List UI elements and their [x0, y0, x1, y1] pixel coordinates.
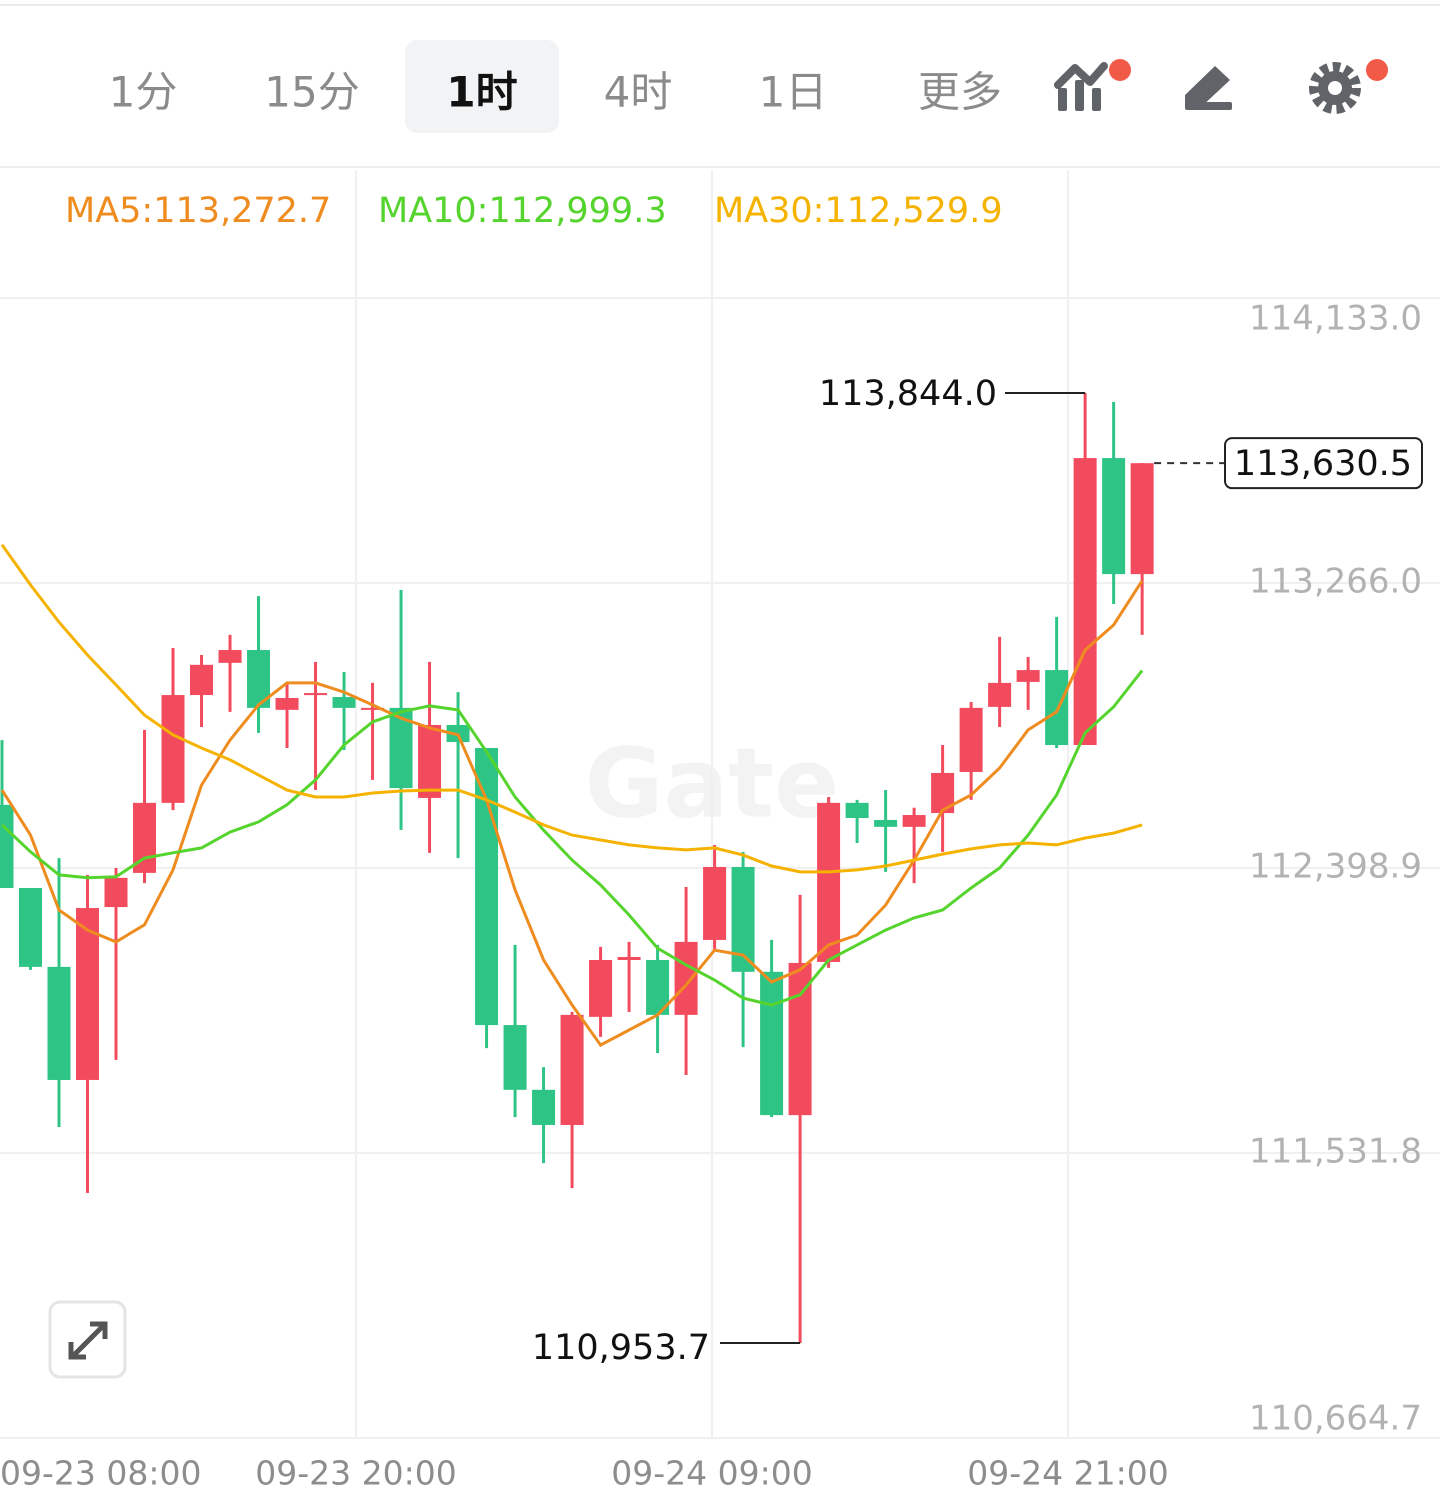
timeframe-tab[interactable]: 15分	[264, 68, 359, 117]
legend-entry: MA10:112,999.3	[378, 191, 667, 231]
candle-body	[532, 1089, 556, 1125]
candle-body	[1016, 670, 1040, 682]
ma-line	[0, 543, 1143, 874]
timeframe-tabs: 1分 15分 1时 4时 1日 更多	[109, 68, 1002, 117]
candle-body	[104, 877, 128, 908]
timeframe-tab[interactable]: 1分	[109, 68, 178, 117]
indicator-icon[interactable]	[1054, 59, 1131, 111]
candle-body	[76, 908, 100, 1080]
candle-body	[47, 966, 71, 1080]
candle-body	[1130, 463, 1154, 575]
x-tick-label: 09-23 08:00	[0, 1454, 201, 1493]
candle-body	[304, 693, 328, 696]
candle-body	[617, 957, 641, 960]
candle-body	[332, 697, 356, 708]
candle-body	[760, 971, 784, 1116]
candle-body	[674, 941, 698, 1015]
x-tick-label: 09-23 20:00	[255, 1454, 456, 1493]
candle-body	[1102, 458, 1126, 575]
candle-body	[503, 1025, 527, 1090]
candle-body	[389, 707, 413, 789]
timeframe-tab[interactable]: 更多	[918, 68, 1002, 117]
timeframe-tab[interactable]: 4时	[604, 68, 673, 117]
candle-body	[874, 819, 898, 827]
candle-body	[1045, 670, 1069, 746]
candle-body	[560, 1014, 584, 1125]
candle-body	[475, 747, 499, 1026]
x-tick-label: 09-24 21:00	[967, 1454, 1168, 1493]
candle-body	[959, 707, 983, 772]
candle-body	[247, 650, 271, 708]
y-tick-label: 113,266.0	[1249, 561, 1422, 601]
y-tick-label: 112,398.9	[1249, 846, 1422, 886]
legend-entry: MA30:112,529.9	[714, 191, 1003, 231]
candle-body	[133, 802, 157, 873]
candle-body	[589, 959, 613, 1017]
candle-body	[788, 962, 812, 1116]
y-tick-label: 114,133.0	[1249, 299, 1422, 339]
candle-body	[418, 724, 442, 798]
candle-body	[931, 772, 955, 814]
ma-line	[0, 669, 1144, 1007]
legend-entry: MA5:113,272.7	[65, 191, 331, 231]
expand-button[interactable]	[48, 1300, 127, 1379]
candle-body	[1073, 458, 1097, 746]
candle-body	[988, 682, 1012, 707]
low-label: 110,953.7	[532, 1328, 710, 1368]
candle-body	[190, 664, 214, 696]
candle-body	[731, 866, 755, 972]
timeframe-tab[interactable]: 1时	[446, 68, 517, 117]
draw-icon[interactable]	[1185, 66, 1232, 110]
active-tab-bg	[405, 40, 559, 133]
candle-body	[0, 804, 14, 889]
last-price-box	[1224, 437, 1423, 490]
y-tick-label: 111,531.8	[1249, 1131, 1422, 1171]
candle-body	[845, 802, 869, 818]
x-tick-label: 09-24 09:00	[611, 1454, 812, 1493]
last-price-label: 113,630.5	[1234, 444, 1412, 484]
y-tick-label: 110,664.7	[1249, 1399, 1422, 1439]
candle-body	[817, 802, 841, 962]
ma-line	[0, 579, 1144, 1048]
candle-body	[218, 650, 242, 663]
candle-body	[703, 866, 727, 940]
candle-body	[18, 888, 42, 967]
candle-body	[275, 698, 299, 710]
high-label: 113,844.0	[819, 374, 997, 414]
candle-body	[646, 959, 670, 1015]
candle-body	[361, 707, 385, 710]
settings-icon[interactable]	[1309, 59, 1388, 114]
candle-body	[902, 815, 926, 827]
candle-body	[161, 695, 185, 803]
timeframe-tab[interactable]: 1日	[759, 68, 828, 117]
